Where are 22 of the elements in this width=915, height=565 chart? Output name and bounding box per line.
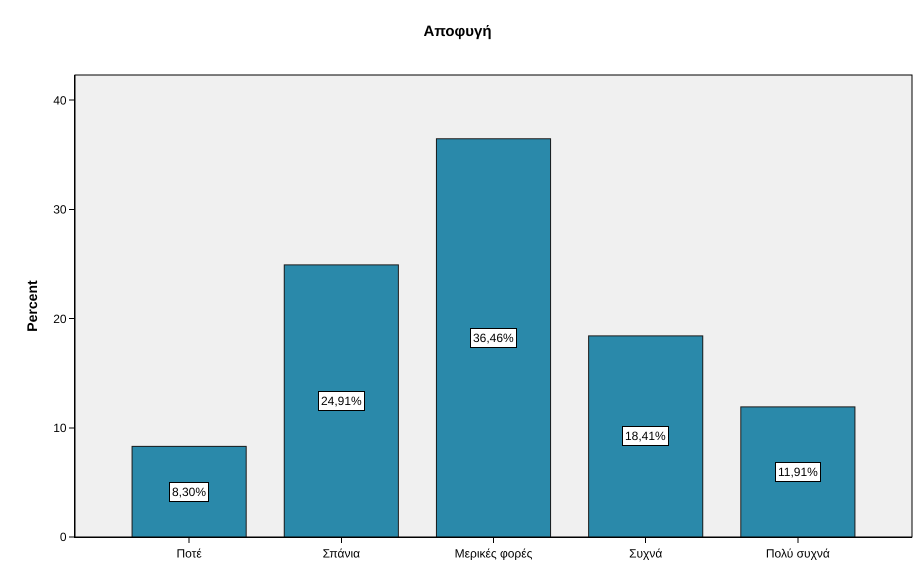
x-tick-label: Συχνά <box>629 546 662 560</box>
y-axis-title: Percent <box>24 280 40 332</box>
y-tick-label: 40 <box>53 93 67 108</box>
x-tick-label: Μερικές φορές <box>454 546 533 560</box>
bar <box>740 406 856 537</box>
data-label: 8,30% <box>172 485 206 499</box>
y-tick-label: 30 <box>53 202 67 217</box>
x-tick-label: Σπάνια <box>322 546 360 560</box>
data-label: 18,41% <box>625 429 666 443</box>
data-label: 36,46% <box>473 331 514 345</box>
bar <box>284 264 399 537</box>
y-tick-label: 0 <box>60 530 67 544</box>
data-label: 11,91% <box>778 465 818 479</box>
x-tick-label: Ποτέ <box>176 546 202 560</box>
data-label: 24,91% <box>321 394 362 408</box>
bar <box>588 335 704 537</box>
chart-title: Αποφυγή <box>423 22 492 40</box>
x-tick-label: Πολύ συχνά <box>766 546 830 560</box>
bar <box>132 446 247 537</box>
y-tick-label: 20 <box>53 312 67 326</box>
bar <box>436 138 552 537</box>
y-tick-label: 10 <box>53 420 67 435</box>
